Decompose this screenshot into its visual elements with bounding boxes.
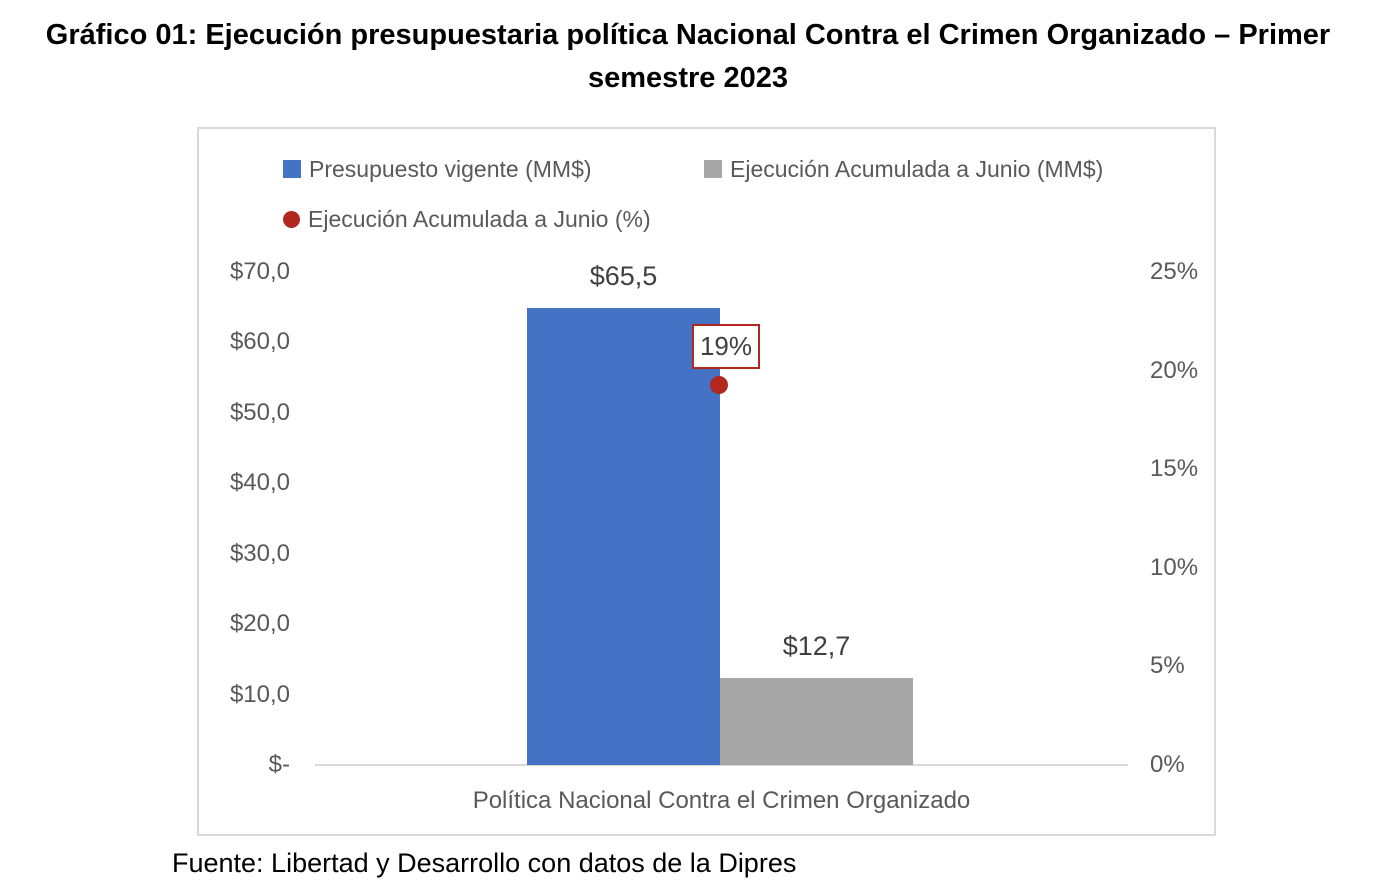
left-axis-tick: $20,0 (229, 610, 290, 637)
chart-title: Gráfico 01: Ejecución presupuestaria pol… (45, 19, 1331, 94)
left-axis-tick: $30,0 (229, 540, 290, 567)
x-axis-category-label: Política Nacional Contra el Crimen Organ… (472, 787, 971, 814)
left-axis-tick: $70,0 (229, 258, 290, 285)
legend-item-ejecucion-acumulada-pct: Ejecución Acumulada a Junio (%) (283, 205, 651, 233)
legend-label: Ejecución Acumulada a Junio (%) (308, 205, 651, 232)
left-axis-tick: $50,0 (229, 399, 290, 426)
legend-item-presupuesto-vigente: Presupuesto vigente (MM$) (283, 155, 592, 183)
legend-swatch-blue-square-icon (283, 160, 301, 178)
left-axis-tick: $40,0 (229, 469, 290, 496)
right-axis-tick: 0% (1150, 751, 1185, 778)
right-axis-tick: 10% (1150, 554, 1199, 581)
legend-label: Presupuesto vigente (MM$) (309, 155, 592, 182)
legend-swatch-red-circle-icon (283, 210, 300, 228)
point-marker-ejecucion-pct (710, 376, 728, 394)
right-axis-tick: 15% (1150, 455, 1199, 482)
bar-ejecucion-acumulada (720, 678, 913, 765)
legend-item-ejecucion-acumulada-mm: Ejecución Acumulada a Junio (MM$) (704, 155, 1103, 183)
bar-label-presupuesto: $65,5 (589, 261, 658, 291)
bar-label-ejecucion: $12,7 (782, 631, 851, 661)
bar-presupuesto-vigente (527, 308, 720, 765)
point-label-callout: 19% (692, 324, 760, 369)
legend-label: Ejecución Acumulada a Junio (MM$) (730, 155, 1104, 182)
x-axis-line (315, 764, 1128, 766)
left-axis-tick: $- (268, 751, 290, 778)
right-axis-tick: 5% (1150, 652, 1185, 679)
right-axis-tick: 20% (1150, 357, 1199, 384)
left-axis-tick: $10,0 (229, 681, 290, 708)
legend-swatch-gray-square-icon (704, 160, 722, 178)
point-label-text: 19% (699, 331, 753, 361)
source-note: Fuente: Libertad y Desarrollo con datos … (172, 848, 797, 878)
left-axis-tick: $60,0 (229, 328, 290, 355)
right-axis-tick: 25% (1150, 258, 1199, 285)
